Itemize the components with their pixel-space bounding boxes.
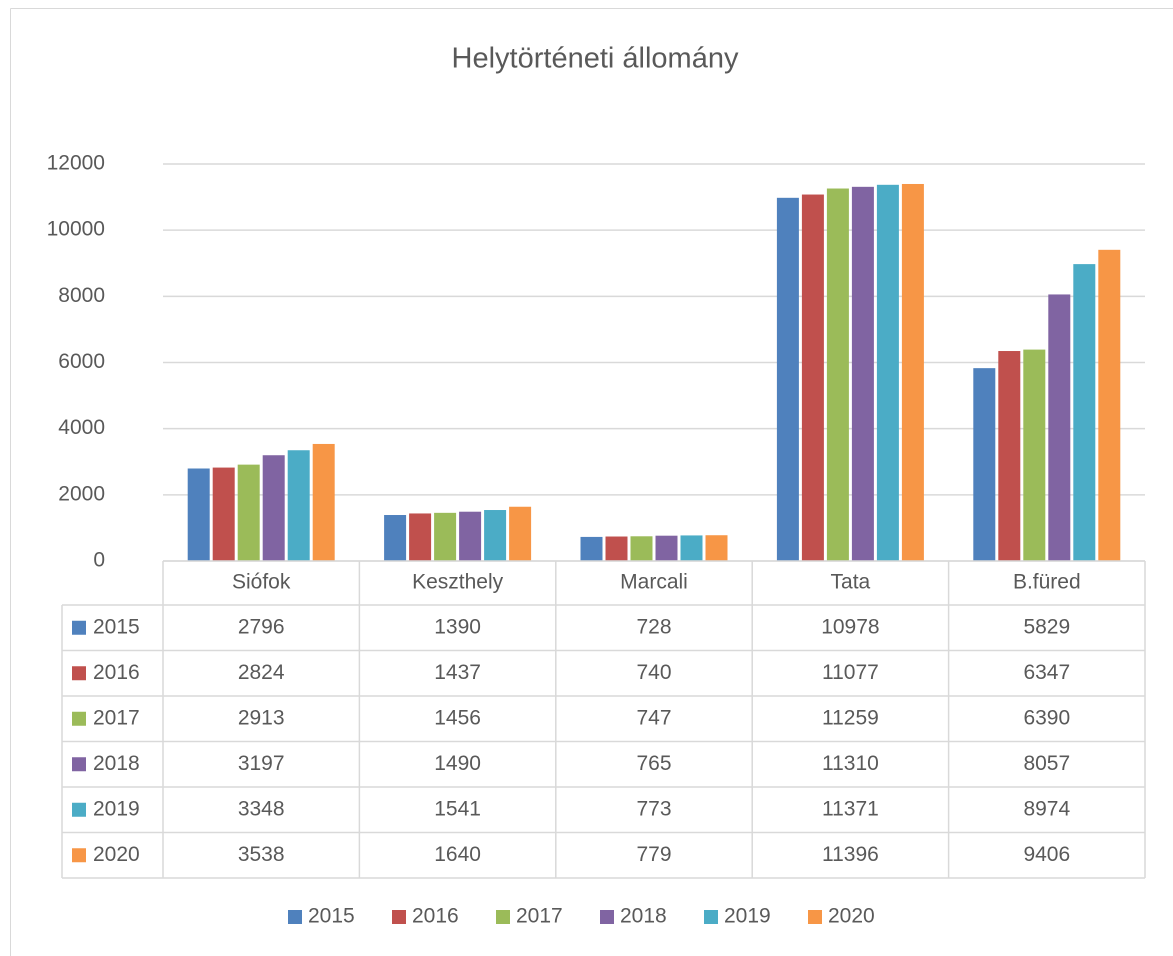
legend-key <box>72 848 86 863</box>
bar <box>484 510 507 561</box>
table-value: 1490 <box>434 752 481 775</box>
bar <box>1073 264 1096 561</box>
bar <box>312 443 335 561</box>
bar <box>630 536 653 561</box>
chart-title: Helytörténeti állomány <box>452 43 739 75</box>
table-value: 11259 <box>822 706 879 729</box>
bar <box>826 188 849 561</box>
legend-key <box>496 910 510 924</box>
table-value: 10978 <box>821 615 879 638</box>
table-value: 5829 <box>1023 615 1070 638</box>
bar <box>580 536 603 561</box>
bar <box>901 183 924 561</box>
table-value: 3348 <box>238 797 285 820</box>
table-value: 779 <box>636 843 671 866</box>
table-value: 1456 <box>434 706 481 729</box>
bar <box>1048 294 1071 561</box>
y-tick-label: 10000 <box>47 218 105 241</box>
table-value: 1390 <box>434 615 481 638</box>
bar <box>384 515 407 561</box>
bar <box>509 506 532 561</box>
table-value: 8974 <box>1023 797 1070 820</box>
table-value: 765 <box>636 752 671 775</box>
table-value: 3197 <box>238 752 285 775</box>
table-series-name: 2020 <box>93 843 140 866</box>
table-value: 740 <box>636 661 671 684</box>
bar <box>237 464 260 561</box>
y-tick-label: 2000 <box>58 482 105 505</box>
table-series-name: 2018 <box>93 752 140 775</box>
y-tick-label: 4000 <box>58 416 105 439</box>
bar <box>876 184 899 561</box>
bar <box>998 351 1021 561</box>
legend-label: 2019 <box>724 905 771 928</box>
table-value: 11077 <box>822 661 879 684</box>
table-value: 773 <box>636 797 671 820</box>
table-series-name: 2015 <box>93 615 140 638</box>
legend-label: 2016 <box>412 905 459 928</box>
bar <box>776 197 799 562</box>
legend-key <box>288 910 302 924</box>
table-value: 6347 <box>1023 661 1070 684</box>
bar <box>409 513 432 561</box>
bar <box>262 455 285 561</box>
bar <box>801 194 824 561</box>
bar <box>212 467 235 561</box>
x-tick-label: Tata <box>831 571 871 594</box>
y-tick-label: 8000 <box>58 284 105 307</box>
bar <box>655 535 678 561</box>
x-tick-label: Siófok <box>232 571 291 594</box>
table-value: 747 <box>636 706 671 729</box>
legend-key <box>704 910 718 924</box>
x-tick-label: B.füred <box>1013 571 1081 594</box>
legend-key <box>72 711 86 726</box>
legend-key <box>72 802 86 817</box>
y-tick-label: 6000 <box>58 350 105 373</box>
table-series-name: 2016 <box>93 661 140 684</box>
bar <box>1098 249 1121 561</box>
legend-label: 2018 <box>620 905 667 928</box>
bar <box>680 535 703 561</box>
table-value: 3538 <box>238 843 285 866</box>
table-series-name: 2017 <box>93 706 140 729</box>
legend-key <box>72 757 86 772</box>
legend-key <box>600 910 614 924</box>
bar <box>705 535 728 561</box>
bar <box>434 512 457 561</box>
table-value: 2913 <box>238 706 285 729</box>
bar <box>851 186 874 561</box>
table-value: 1640 <box>434 843 481 866</box>
legend-key <box>808 910 822 924</box>
legend-label: 2020 <box>828 905 875 928</box>
legend-key <box>72 666 86 681</box>
legend-key <box>72 620 86 635</box>
legend-label: 2015 <box>308 905 355 928</box>
legend-key <box>392 910 406 924</box>
bar <box>187 468 210 561</box>
legend-label: 2017 <box>516 905 563 928</box>
table-value: 9406 <box>1023 843 1070 866</box>
table-value: 728 <box>636 615 671 638</box>
y-tick-label: 0 <box>93 549 105 572</box>
table-value: 8057 <box>1023 752 1070 775</box>
bar <box>973 368 996 561</box>
y-tick-label: 12000 <box>47 152 105 175</box>
table-value: 11371 <box>822 797 879 820</box>
x-tick-label: Keszthely <box>412 571 504 594</box>
bar <box>459 511 482 561</box>
bar <box>605 536 628 561</box>
bar <box>287 450 310 561</box>
table-value: 2824 <box>238 661 285 684</box>
table-value: 1541 <box>434 797 481 820</box>
table-series-name: 2019 <box>93 797 140 820</box>
table-value: 1437 <box>434 661 481 684</box>
table-value: 2796 <box>238 615 285 638</box>
table-value: 11310 <box>822 752 879 775</box>
table-value: 6390 <box>1023 706 1070 729</box>
bar <box>1023 349 1046 561</box>
table-value: 11396 <box>822 843 879 866</box>
x-tick-label: Marcali <box>620 571 688 594</box>
